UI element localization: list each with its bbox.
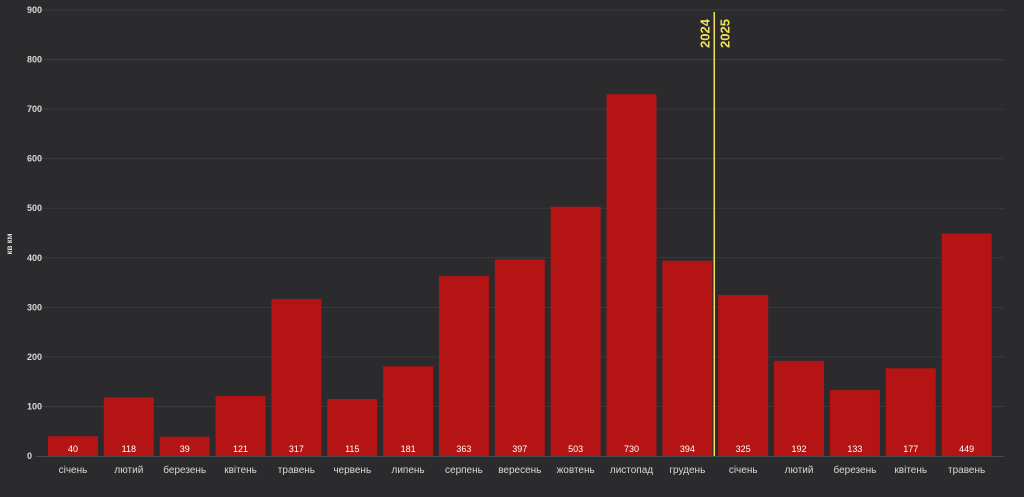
x-tick-label: квітень: [224, 465, 257, 476]
bar-value-label: 317: [289, 444, 304, 454]
y-tick-label: 0: [27, 451, 32, 461]
bar-value-label: 118: [122, 444, 136, 454]
bar-value-labels: 40 118 39 121 317 115 181 363 397 503 730 394 325 192…: [68, 444, 974, 454]
y-tick-label: 600: [27, 154, 42, 164]
bar: [103, 397, 154, 456]
bar-value-label: 192: [792, 444, 807, 454]
grid-lines: [36, 9, 1004, 457]
y-tick-label: 400: [27, 253, 42, 263]
y-tick-label: 200: [27, 352, 42, 362]
bar: [829, 390, 880, 456]
y-tick-label: 900: [27, 5, 42, 15]
bar-value-label: 325: [736, 444, 751, 454]
x-tick-label: грудень: [669, 465, 705, 476]
bar-value-label: 115: [345, 444, 359, 454]
bar: [48, 436, 98, 456]
bar-value-label: 449: [959, 444, 974, 454]
bar-value-label: 39: [180, 444, 190, 454]
bar-value-label: 730: [624, 444, 639, 454]
bar: [215, 396, 266, 456]
bar: [327, 399, 378, 456]
bar: [774, 360, 825, 456]
bar-value-label: 181: [401, 444, 416, 454]
bar-value-label: 133: [847, 444, 862, 454]
bar: [159, 436, 210, 456]
y-tick-label: 800: [27, 55, 42, 65]
bar-value-label: 177: [903, 444, 918, 454]
bar-value-label: 394: [680, 444, 695, 454]
y-axis-ticks: 0 100 200 300 400 500 600 700 800 900: [27, 5, 42, 461]
bar: [606, 94, 657, 456]
year-label-right: 2025: [717, 19, 732, 48]
x-tick-label: лютий: [114, 465, 143, 476]
x-tick-label: травень: [948, 465, 985, 476]
bar-value-label: 40: [68, 444, 78, 454]
x-tick-label: липень: [392, 465, 425, 476]
bar: [438, 276, 489, 456]
y-tick-label: 500: [27, 203, 42, 213]
x-tick-label: вересень: [498, 465, 541, 476]
bars: [48, 94, 992, 456]
bar: [271, 298, 322, 456]
x-tick-label: лютий: [785, 465, 814, 476]
x-tick-label: листопад: [610, 465, 653, 476]
x-tick-label: травень: [278, 465, 315, 476]
x-tick-label: жовтень: [557, 465, 595, 476]
bar-value-label: 363: [456, 444, 471, 454]
bar: [550, 206, 601, 456]
bar: [383, 366, 434, 456]
x-tick-label: квітень: [894, 465, 927, 476]
bar: [662, 260, 713, 456]
y-tick-label: 300: [27, 302, 42, 312]
bar-value-label: 121: [233, 444, 248, 454]
bar: [494, 259, 545, 456]
x-axis-ticks: січень лютий березень квітень травень червень…: [59, 464, 986, 476]
x-tick-label: січень: [59, 465, 88, 476]
bar: [885, 368, 936, 456]
y-tick-label: 100: [27, 401, 42, 411]
bar-value-label: 397: [512, 444, 527, 454]
bar: [941, 233, 992, 456]
x-tick-label: березень: [833, 464, 876, 476]
year-label-left: 2024: [697, 18, 712, 48]
bar-value-label: 503: [568, 444, 583, 454]
y-tick-label: 700: [27, 104, 42, 114]
x-tick-label: червень: [333, 465, 371, 476]
x-tick-label: січень: [729, 465, 758, 476]
x-tick-label: серпень: [445, 465, 483, 476]
y-axis-label: кв км: [5, 233, 14, 254]
bar: [718, 294, 769, 456]
x-tick-label: березень: [163, 464, 206, 476]
